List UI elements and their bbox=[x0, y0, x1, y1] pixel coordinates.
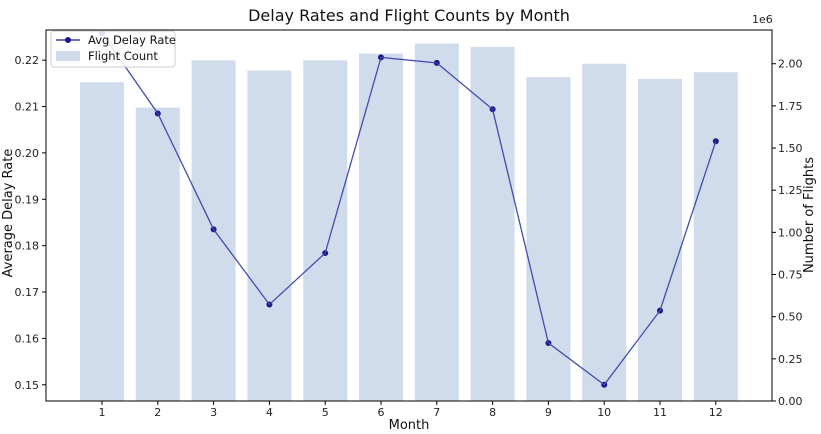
y-left-tick-label: 0.20 bbox=[15, 147, 40, 160]
legend-box bbox=[50, 30, 176, 68]
y-left-tick-label: 0.16 bbox=[15, 332, 40, 345]
bar-month-2 bbox=[135, 107, 180, 401]
x-tick-label: 5 bbox=[322, 406, 329, 419]
right-axis-multiplier: 1e6 bbox=[752, 13, 773, 26]
y-left-tick-label: 0.19 bbox=[15, 193, 40, 206]
y-axis-right-label: Number of Flights bbox=[802, 157, 817, 273]
legend-bar-swatch bbox=[56, 51, 80, 61]
x-tick-label: 10 bbox=[597, 406, 611, 419]
plot-frame bbox=[45, 29, 773, 402]
y-left-tick-label: 0.21 bbox=[15, 101, 40, 114]
y-axis-right: 0.00 0.25 0.50 0.75 1.00 1.25 1.50 1.75 2.00 bbox=[772, 58, 803, 408]
x-tick-label: 6 bbox=[378, 406, 385, 419]
bar-month-11 bbox=[638, 78, 682, 402]
x-tick-label: 7 bbox=[433, 406, 440, 419]
legend-line-marker bbox=[65, 37, 71, 43]
y-left-tick-label: 0.15 bbox=[15, 379, 40, 392]
y-right-tick-label: 1.25 bbox=[778, 184, 803, 197]
y-right-tick-label: 1.00 bbox=[778, 226, 803, 239]
bar-month-8 bbox=[470, 46, 515, 401]
bar-month-12 bbox=[693, 72, 738, 401]
y-axis-left: 0.15 0.16 0.17 0.18 0.19 0.20 0.21 0.22 bbox=[15, 54, 46, 392]
x-tick-label: 11 bbox=[653, 406, 667, 419]
x-tick-label: 1 bbox=[99, 406, 106, 419]
legend-label-avg-delay-rate: Avg Delay Rate bbox=[88, 33, 176, 47]
x-tick-label: 2 bbox=[154, 406, 161, 419]
bar-month-1 bbox=[80, 82, 124, 401]
x-tick-label: 12 bbox=[709, 406, 723, 419]
y-right-tick-label: 1.50 bbox=[778, 142, 803, 155]
bar-month-5 bbox=[303, 60, 348, 401]
bar-month-4 bbox=[247, 70, 292, 402]
y-right-tick-label: 2.00 bbox=[778, 58, 803, 71]
bar-month-9 bbox=[526, 77, 571, 401]
x-tick-label: 8 bbox=[489, 406, 496, 419]
line-layer bbox=[99, 30, 719, 388]
legend-label-flight-count: Flight Count bbox=[88, 49, 158, 63]
chart-title: Delay Rates and Flight Counts by Month bbox=[248, 6, 570, 25]
y-left-tick-label: 0.17 bbox=[15, 286, 40, 299]
y-right-tick-label: 0.75 bbox=[778, 269, 803, 282]
x-tick-label: 3 bbox=[210, 406, 217, 419]
y-axis-left-label: Average Delay Rate bbox=[1, 149, 16, 278]
x-axis: 1 2 3 4 5 6 7 8 9 10 11 12 bbox=[99, 401, 723, 419]
y-left-tick-label: 0.22 bbox=[15, 54, 40, 67]
bars-layer bbox=[80, 43, 738, 402]
x-tick-label: 9 bbox=[545, 406, 552, 419]
bar-month-7 bbox=[414, 43, 459, 402]
y-left-tick-label: 0.18 bbox=[15, 240, 40, 253]
x-tick-label: 4 bbox=[266, 406, 273, 419]
y-right-tick-label: 1.75 bbox=[778, 100, 803, 113]
y-right-tick-label: 0.50 bbox=[778, 311, 803, 324]
y-right-tick-label: 0.00 bbox=[778, 395, 803, 408]
x-axis-label: Month bbox=[389, 418, 430, 433]
legend: Avg Delay Rate Flight Count bbox=[50, 30, 176, 68]
bar-month-6 bbox=[359, 53, 403, 401]
y-right-tick-label: 0.25 bbox=[778, 353, 803, 366]
line-avg-delay-rate-highlight bbox=[101, 32, 717, 386]
bar-month-10 bbox=[582, 63, 627, 402]
